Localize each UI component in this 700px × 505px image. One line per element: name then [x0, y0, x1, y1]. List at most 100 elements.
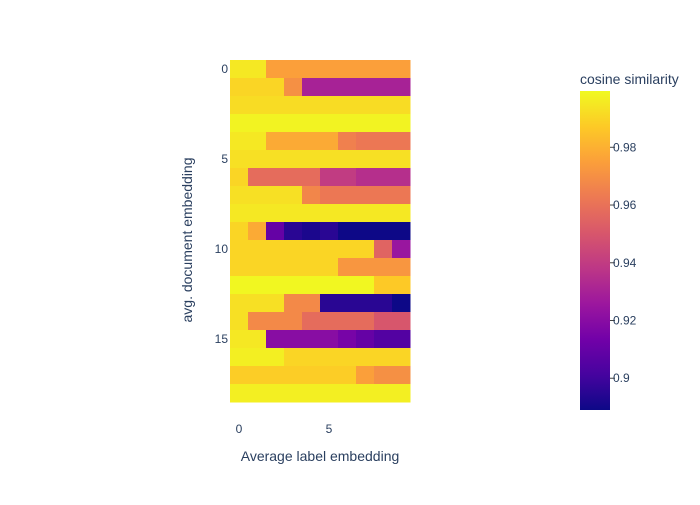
- heatmap-cell: [266, 222, 285, 241]
- heatmap-cell: [248, 150, 267, 169]
- heatmap-cell: [356, 294, 375, 313]
- heatmap-cell: [338, 366, 357, 385]
- heatmap-cell: [266, 114, 285, 133]
- heatmap-cell: [302, 384, 321, 403]
- heatmap-cell: [320, 150, 339, 169]
- heatmap-cell: [392, 294, 411, 313]
- heatmap-cell: [392, 168, 411, 187]
- heatmap-cell: [248, 348, 267, 367]
- heatmap-cell: [392, 114, 411, 133]
- heatmap-cell: [230, 114, 249, 133]
- heatmap-cell: [230, 168, 249, 187]
- heatmap-cell: [338, 96, 357, 115]
- heatmap-cell: [374, 132, 393, 151]
- heatmap-cell: [374, 312, 393, 331]
- heatmap-cell: [266, 240, 285, 259]
- colorbar-gradient: [580, 91, 610, 410]
- heatmap-cell: [302, 258, 321, 277]
- heatmap-cell: [338, 78, 357, 97]
- heatmap-cell: [302, 366, 321, 385]
- colorbar-tick-label: 0.98: [613, 140, 637, 154]
- heatmap-cell: [230, 150, 249, 169]
- heatmap-cell: [302, 60, 321, 79]
- heatmap-cell: [248, 240, 267, 259]
- heatmap-cell: [248, 132, 267, 151]
- heatmap-cell: [284, 258, 303, 277]
- heatmap-cell: [356, 204, 375, 223]
- heatmap-cell: [374, 150, 393, 169]
- x-tick-label: 5: [326, 422, 333, 436]
- heatmap-cell: [302, 222, 321, 241]
- heatmap-cell: [356, 186, 375, 205]
- heatmap-cell: [230, 78, 249, 97]
- heatmap-cell: [302, 330, 321, 349]
- heatmap-cell: [374, 78, 393, 97]
- heatmap-cell: [338, 384, 357, 403]
- heatmap-cell: [392, 60, 411, 79]
- heatmap-cell: [266, 384, 285, 403]
- heatmap-cell: [248, 366, 267, 385]
- heatmap-cell: [356, 348, 375, 367]
- heatmap-cell: [230, 294, 249, 313]
- heatmap-cell: [356, 384, 375, 403]
- heatmap-cell: [356, 114, 375, 133]
- heatmap-cell: [230, 222, 249, 241]
- heatmap-cell: [392, 204, 411, 223]
- heatmap-cell: [284, 276, 303, 295]
- heatmap-cell: [248, 78, 267, 97]
- heatmap-cell: [392, 150, 411, 169]
- heatmap-cell: [392, 96, 411, 115]
- y-tick-label: 15: [215, 332, 229, 346]
- heatmap-cell: [302, 96, 321, 115]
- heatmap-cell: [356, 78, 375, 97]
- heatmap-cell: [230, 312, 249, 331]
- heatmap-cell: [374, 114, 393, 133]
- heatmap-cell: [320, 132, 339, 151]
- heatmap-cell: [338, 132, 357, 151]
- heatmap-cell: [302, 312, 321, 331]
- heatmap-cell: [302, 348, 321, 367]
- heatmap-cell: [320, 330, 339, 349]
- heatmap-cell: [374, 60, 393, 79]
- heatmap-cell: [338, 330, 357, 349]
- heatmap-cell: [374, 294, 393, 313]
- heatmap-cell: [230, 330, 249, 349]
- y-tick-label: 0: [221, 62, 228, 76]
- heatmap-cell: [374, 258, 393, 277]
- heatmap-cell: [320, 78, 339, 97]
- heatmap-cell: [392, 240, 411, 259]
- heatmap-cell: [374, 366, 393, 385]
- heatmap-cell: [392, 348, 411, 367]
- heatmap-cell: [338, 186, 357, 205]
- heatmap-cell: [284, 96, 303, 115]
- heatmap-cell: [302, 78, 321, 97]
- heatmap-cell: [338, 114, 357, 133]
- heatmap-cell: [320, 60, 339, 79]
- heatmap-cell: [266, 132, 285, 151]
- heatmap-cell: [284, 222, 303, 241]
- heatmap-cell: [248, 258, 267, 277]
- heatmap-cell: [284, 312, 303, 331]
- heatmap-cell: [374, 96, 393, 115]
- heatmap-cell: [284, 384, 303, 403]
- heatmap-cell: [266, 294, 285, 313]
- heatmap-cell: [302, 168, 321, 187]
- heatmap-cell: [230, 204, 249, 223]
- heatmap-cell: [284, 294, 303, 313]
- heatmap-cell: [284, 186, 303, 205]
- heatmap-cell: [248, 294, 267, 313]
- heatmap-cell: [320, 366, 339, 385]
- heatmap-cell: [374, 276, 393, 295]
- heatmap-cell: [392, 384, 411, 403]
- heatmap-cell: [320, 114, 339, 133]
- heatmap-cell: [302, 276, 321, 295]
- heatmap-cell: [266, 204, 285, 223]
- heatmap-cell: [284, 78, 303, 97]
- heatmap-cell: [320, 222, 339, 241]
- heatmap-cell: [356, 366, 375, 385]
- heatmap-cell: [338, 276, 357, 295]
- heatmap-cell: [302, 132, 321, 151]
- y-axis-label: avg. document embedding: [179, 158, 195, 323]
- heatmap-cell: [338, 312, 357, 331]
